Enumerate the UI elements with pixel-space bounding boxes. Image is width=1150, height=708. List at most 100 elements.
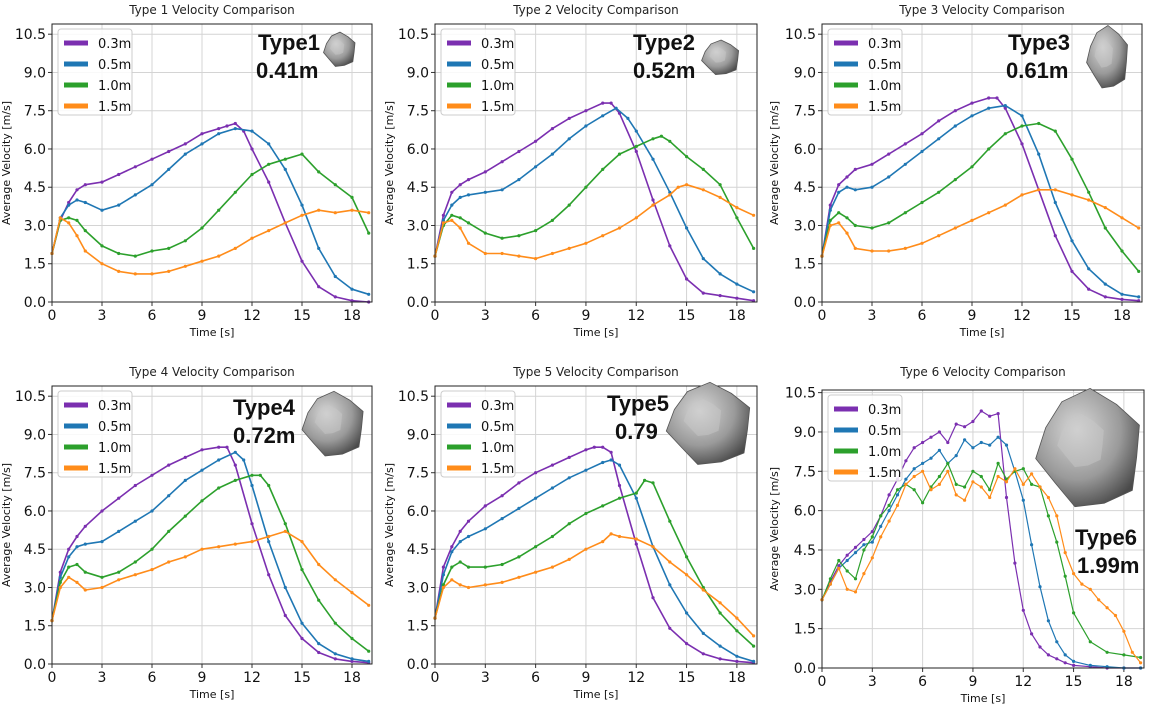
data-point	[300, 636, 304, 641]
data-point	[534, 165, 538, 169]
series-points-1.0m	[50, 473, 371, 653]
series-line-1.5m	[821, 189, 1140, 257]
y-tick-label: 0.0	[24, 295, 46, 311]
data-point	[500, 580, 504, 584]
x-tick-label: 15	[678, 670, 696, 686]
data-point	[1105, 650, 1109, 654]
x-tick-label: 3	[481, 308, 490, 324]
data-point	[1103, 226, 1107, 230]
data-point	[441, 573, 445, 577]
data-point	[1030, 472, 1034, 476]
data-point	[887, 175, 891, 179]
data-point	[183, 264, 187, 268]
data-point	[685, 573, 689, 577]
data-point	[517, 575, 521, 579]
data-point	[300, 213, 304, 217]
data-point	[500, 160, 504, 164]
data-point	[550, 127, 554, 131]
data-point	[250, 129, 254, 133]
legend-label: 0.5m	[98, 420, 131, 435]
data-point	[979, 474, 983, 479]
x-tick-label: 9	[581, 670, 590, 686]
data-point	[450, 218, 454, 222]
data-point	[963, 498, 967, 502]
x-tick-label: 3	[868, 674, 877, 690]
chart-title: Type 5 Velocity Comparison	[512, 365, 679, 379]
data-point	[133, 519, 137, 523]
data-point	[150, 547, 154, 551]
data-point	[584, 547, 588, 551]
data-point	[67, 200, 71, 205]
y-tick-label: 7.5	[794, 104, 816, 120]
data-point	[250, 483, 254, 488]
legend-label: 1.0m	[98, 441, 131, 456]
data-point	[183, 478, 187, 482]
data-point	[920, 149, 924, 154]
y-axis-label: Average Velocity [m/s]	[383, 463, 396, 587]
data-point	[75, 545, 79, 549]
data-point	[853, 577, 858, 581]
data-point	[500, 562, 504, 567]
data-point	[1038, 485, 1042, 489]
data-point	[1120, 292, 1124, 296]
data-point	[133, 573, 137, 577]
x-tick-label: 15	[1063, 308, 1081, 324]
data-point	[150, 157, 154, 161]
data-point	[1097, 598, 1101, 602]
data-point	[1139, 661, 1143, 665]
data-point	[1120, 297, 1124, 301]
data-point	[1030, 543, 1034, 547]
data-point	[1063, 661, 1067, 665]
y-tick-label: 3.0	[794, 218, 816, 234]
data-point	[450, 550, 454, 554]
data-point	[225, 445, 229, 449]
data-point	[1088, 640, 1092, 644]
x-tick-label: 15	[1065, 674, 1083, 690]
data-point	[200, 132, 204, 136]
data-point	[1087, 287, 1091, 291]
y-tick-label: 0.0	[794, 295, 816, 311]
data-point	[609, 532, 613, 536]
data-point	[1055, 540, 1059, 544]
data-point	[735, 659, 739, 663]
legend-label: 1.5m	[481, 100, 514, 115]
data-point	[701, 291, 705, 295]
data-point	[1046, 495, 1050, 500]
data-point	[584, 241, 588, 245]
y-tick-label: 4.5	[24, 542, 46, 558]
data-point	[862, 548, 866, 552]
data-point	[333, 295, 337, 299]
legend-label: 1.0m	[481, 79, 514, 94]
data-point	[1055, 657, 1059, 661]
data-point	[1139, 655, 1143, 660]
data-point	[300, 152, 304, 156]
data-point	[100, 208, 104, 212]
data-point	[995, 96, 999, 100]
data-point	[317, 285, 321, 289]
data-point	[904, 482, 908, 486]
data-point	[167, 246, 171, 250]
data-point	[601, 167, 605, 171]
data-point	[837, 558, 841, 563]
x-tick-label: 9	[198, 670, 207, 686]
data-point	[100, 262, 104, 266]
data-point	[217, 458, 221, 462]
data-point	[929, 456, 933, 460]
x-tick-label: 18	[728, 670, 746, 686]
x-tick-label: 12	[243, 308, 261, 324]
y-tick-label: 7.5	[794, 464, 816, 480]
data-point	[466, 178, 471, 182]
data-point	[676, 185, 680, 189]
data-point	[483, 583, 487, 587]
data-point	[1088, 587, 1092, 591]
data-point	[83, 524, 87, 528]
data-point	[117, 251, 121, 256]
data-point	[217, 254, 221, 258]
data-point	[534, 229, 538, 233]
data-point	[75, 198, 79, 202]
x-axis-label: Time [s]	[189, 326, 235, 339]
data-point	[550, 534, 554, 539]
data-point	[458, 540, 462, 544]
data-point	[609, 101, 613, 105]
data-point	[350, 591, 354, 595]
